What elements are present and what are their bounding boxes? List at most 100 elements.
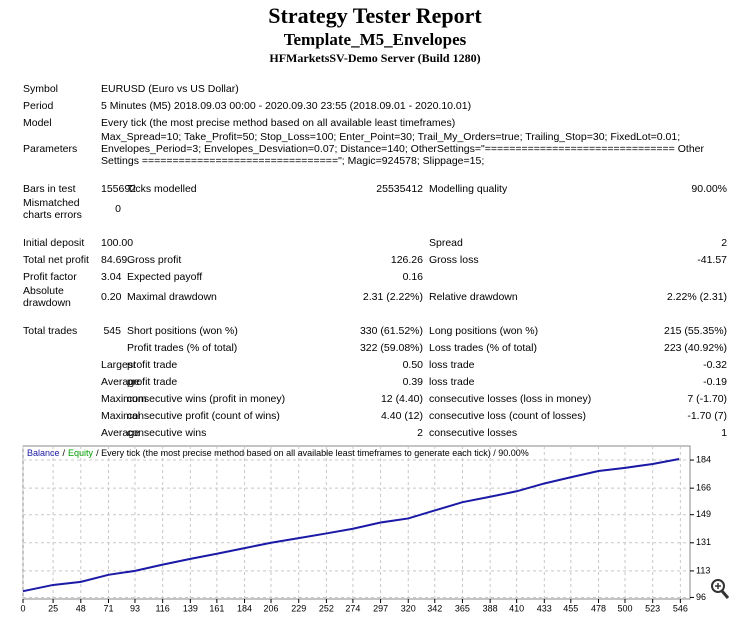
x-tick-label: 365 [455,603,470,613]
cell-label: Long positions (won %) [429,324,539,337]
cell-value: 215 (55.35%) [663,324,728,337]
cell-label: Bars in test [23,182,76,195]
cell-value: 84.69 [101,253,128,266]
cell-label: Ticks modelled [127,182,197,195]
cell-value: 126.26 [390,253,423,266]
cell-value: Average [101,426,140,439]
plot-frame [22,445,691,600]
report-row: Parameters Max_Spread=10; Take_Profit=50;… [20,131,730,167]
cell-label [20,407,98,424]
cell-label [124,234,324,251]
x-tick-label: 161 [209,603,224,613]
y-tick-label: 149 [696,509,711,519]
cell-label: Spread [429,236,463,249]
cell-value: 155692 [101,182,137,195]
legend-separator: / [63,448,66,458]
cell-value [324,234,426,251]
cell-value: 12 (4.40) [380,392,423,405]
x-tick-label: 388 [483,603,498,613]
cell-value: 3.04 [101,270,122,283]
x-tick-label: 25 [48,603,58,613]
cell-value: 1 [721,426,728,439]
cell-label: profit trade [127,375,178,388]
y-tick-label: 96 [696,592,706,602]
x-tick-label: 342 [427,603,442,613]
cell-label: Short positions (won %) [127,324,238,337]
cell-label: consecutive wins (profit in money) [127,392,286,405]
cell-value: Max_Spread=10; Take_Profit=50; Stop_Loss… [101,131,704,167]
cell-value: 545 [103,324,121,337]
report-row: Maximum consecutive wins (profit in money… [20,390,730,407]
report-row: Total net profit 84.69 Gross profit 126.26 G… [20,251,730,268]
cell-value: Every tick (the most precise method base… [101,116,456,129]
cell-value: -1.70 (7) [687,409,728,422]
cell-value: 4.40 (12) [380,409,423,422]
cell-value: 0.16 [402,270,423,283]
x-tick-label: 320 [401,603,416,613]
spacer-row [20,167,730,180]
cell-value: 322 (59.08%) [359,341,423,354]
x-tick-label: 455 [563,603,578,613]
cell-value: 25535412 [376,182,423,195]
report-row: Mismatched charts errors 0 [20,197,730,221]
cell-label: Total net profit [23,253,89,266]
cell-value: 5 Minutes (M5) 2018.09.03 00:00 - 2020.0… [101,99,472,112]
x-tick-label: 478 [591,603,606,613]
legend-entry: Equity [68,448,94,458]
x-tick-label: 500 [617,603,632,613]
report-row: Maximal consecutive profit (count of wins… [20,407,730,424]
cell-label: loss trade [429,358,475,371]
cell-label: consecutive profit (count of wins) [127,409,280,422]
cell-value: 0.50 [402,358,423,371]
cell-label [426,197,626,221]
balance-line [22,457,680,593]
y-tick-label: 166 [696,483,711,493]
x-tick-label: 252 [319,603,334,613]
cell-value: 0.20 [101,291,122,303]
x-tick-label: 93 [130,603,140,613]
x-tick-label: 71 [103,603,113,613]
x-tick-label: 523 [645,603,660,613]
cell-label: Gross loss [429,253,479,266]
cell-label: Mismatched charts errors [23,197,82,221]
report-title: Strategy Tester Report [268,3,482,28]
y-tick-label: 131 [696,537,711,547]
cell-label: consecutive losses [429,426,518,439]
cell-value: 7 (-1.70) [687,392,728,405]
zoom-icon[interactable] [711,579,730,599]
spacer [20,221,730,234]
cell-label: Parameters [23,143,78,155]
cell-label: Profit factor [23,270,77,283]
cell-value [98,339,124,356]
report-row: Period 5 Minutes (M5) 2018.09.03 00:00 - … [20,97,730,114]
cell-label: Profit trades (% of total) [127,341,238,354]
report-row: Average profit trade 0.39 loss trade -0.19 [20,373,730,390]
report-row: Average consecutive wins 2 consecutive loss… [20,424,730,441]
report-row: Bars in test 155692 Ticks modelled 25535412… [20,180,730,197]
cell-value: 2.22% (2.31) [666,291,728,303]
cell-value: Largest [101,358,137,371]
cell-label: Initial deposit [23,236,85,249]
cell-value [626,197,730,221]
cell-label: Loss trades (% of total) [429,341,537,354]
cell-label: Absolute drawdown [23,285,71,309]
cell-label [20,356,98,373]
cell-label: Gross profit [127,253,182,266]
cell-value: Maximal [101,409,141,422]
y-tick-label: 184 [696,454,711,464]
report-row: Profit trades (% of total) 322 (59.08%) Lo… [20,339,730,356]
cell-label: consecutive wins [127,426,207,439]
server-info: HFMarketsSV-Demo Server (Build 1280) [269,51,481,65]
cell-label [124,197,324,221]
report-row: Profit factor 3.04 Expected payoff 0.16 [20,268,730,285]
cell-label [20,339,98,356]
x-tick-label: 48 [76,603,86,613]
cell-value: 0 [115,203,121,215]
cell-label: consecutive loss (count of losses) [429,409,586,422]
cell-value: 2.31 (2.22%) [362,291,423,303]
cell-value [324,197,426,221]
legend-caption: / Every tick (the most precise method ba… [96,448,529,458]
cell-label: Total trades [23,324,78,337]
x-tick-label: 0 [20,603,25,613]
